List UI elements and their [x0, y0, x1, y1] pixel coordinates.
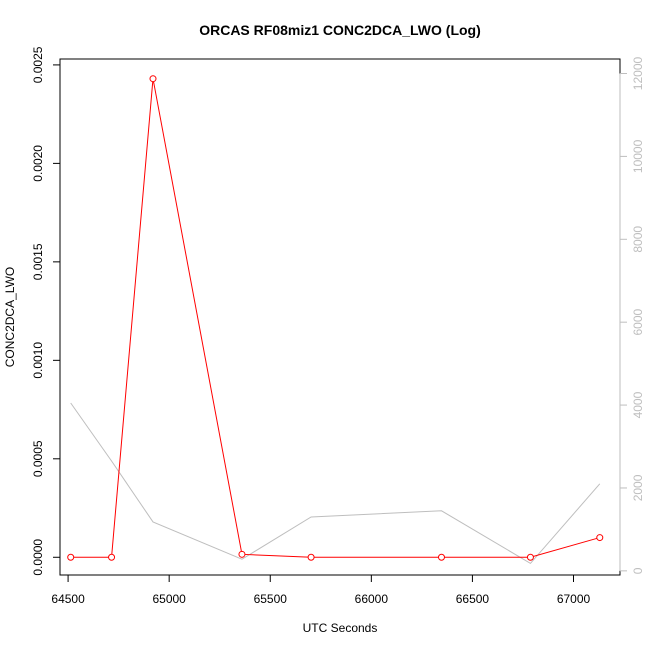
left-tick-label: 0.0010	[31, 342, 45, 379]
left-tick-label: 0.0005	[31, 440, 45, 477]
x-tick-label: 64500	[51, 592, 85, 606]
left-axis: 0.0000 0.0005 0.0010 0.0015 0.0020 0.0025	[31, 46, 61, 576]
right-tick-label: 0	[631, 567, 645, 574]
right-tick-label: 6000	[631, 309, 645, 336]
data-point	[238, 550, 246, 558]
data-point	[526, 553, 534, 561]
data-point	[67, 553, 75, 561]
plot-series	[67, 75, 604, 565]
right-axis: 0 2000 4000 6000 8000 10000 12000	[619, 56, 645, 574]
x-axis-label: UTC Seconds	[303, 621, 378, 635]
right-tick-label: 8000	[631, 226, 645, 253]
x-tick-label: 65500	[254, 592, 288, 606]
chart-title: ORCAS RF08miz1 CONC2DCA_LWO (Log)	[199, 22, 481, 38]
x-tick-label: 65000	[152, 592, 186, 606]
data-point	[108, 553, 116, 561]
data-point	[596, 534, 604, 542]
right-tick-label: 2000	[631, 474, 645, 501]
x-axis: 64500 65000 65500 66000 66500 67000	[51, 574, 591, 606]
data-point	[437, 553, 445, 561]
right-tick-label: 10000	[631, 139, 645, 173]
data-point	[149, 75, 157, 83]
data-point	[307, 553, 315, 561]
right-axis-series-line	[70, 402, 601, 565]
right-tick-label: 4000	[631, 391, 645, 418]
x-tick-label: 66500	[456, 592, 490, 606]
left-tick-label: 0.0000	[31, 539, 45, 576]
left-axis-series-line	[70, 78, 600, 558]
left-tick-label: 0.0025	[31, 46, 45, 83]
y-axis-label: CONC2DCA_LWO	[3, 267, 17, 367]
left-tick-label: 0.0020	[31, 145, 45, 182]
right-tick-label: 12000	[631, 56, 645, 90]
x-tick-label: 67000	[557, 592, 591, 606]
x-tick-label: 66000	[355, 592, 389, 606]
left-tick-label: 0.0015	[31, 243, 45, 280]
